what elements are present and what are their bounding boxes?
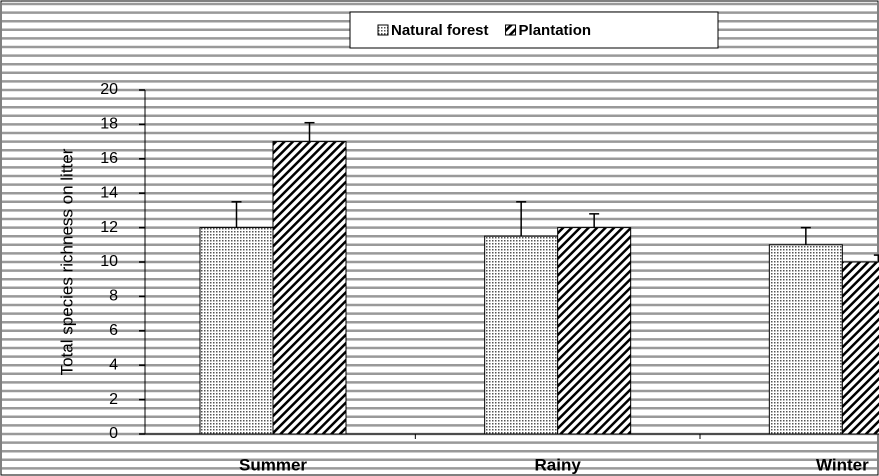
bar bbox=[841, 261, 879, 435]
x-tick-label: Summer bbox=[239, 455, 307, 474]
background-stripes bbox=[2, 2, 877, 470]
x-tick-label: Winter bbox=[816, 455, 869, 474]
bar bbox=[768, 244, 843, 435]
legend-swatch bbox=[505, 24, 517, 36]
y-tick-label: 6 bbox=[109, 322, 118, 339]
bar bbox=[272, 141, 347, 435]
y-tick-label: 0 bbox=[109, 425, 118, 442]
legend-swatch bbox=[377, 24, 389, 36]
y-tick-label: 12 bbox=[100, 219, 118, 236]
legend-label: Plantation bbox=[519, 22, 592, 39]
y-axis-label: Total species richness on litter bbox=[57, 148, 76, 375]
y-tick-label: 2 bbox=[109, 391, 118, 408]
legend-label: Natural forest bbox=[391, 22, 489, 39]
y-tick-label: 4 bbox=[109, 356, 118, 373]
y-tick-label: 10 bbox=[100, 253, 118, 270]
y-tick-label: 8 bbox=[109, 288, 118, 305]
bar bbox=[557, 227, 632, 435]
y-tick-label: 16 bbox=[100, 150, 118, 167]
legend-box bbox=[349, 11, 719, 49]
y-tick-label: 18 bbox=[100, 116, 118, 133]
bar bbox=[199, 227, 274, 435]
x-tick-label: Rainy bbox=[535, 455, 582, 474]
y-tick-label: 14 bbox=[100, 184, 118, 201]
bar bbox=[484, 235, 559, 435]
y-tick-label: 20 bbox=[100, 81, 118, 98]
